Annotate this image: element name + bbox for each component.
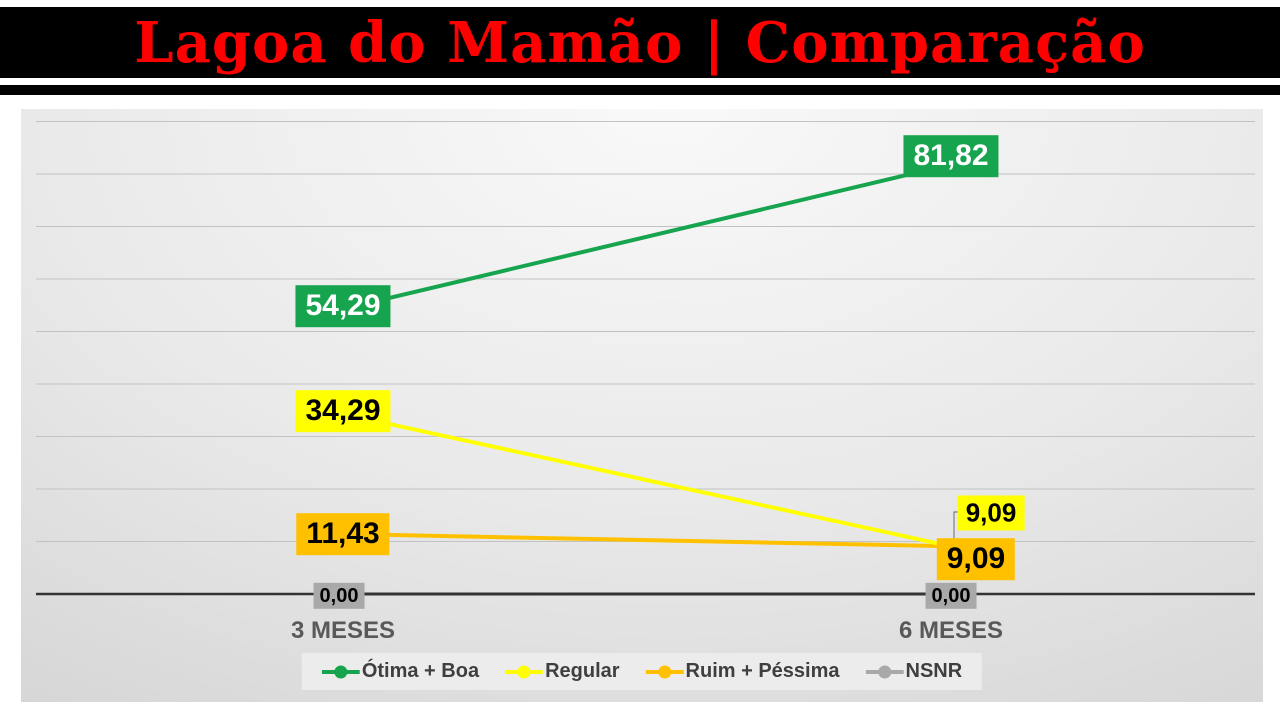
legend-item-label: Ruim + Péssima bbox=[685, 660, 840, 682]
legend-item-label: NSNR bbox=[905, 660, 963, 682]
x-axis-label: 3 MESES bbox=[290, 617, 396, 644]
title-underline-bar bbox=[0, 85, 1280, 95]
label-leader-line bbox=[953, 511, 959, 542]
data-label: 34,29 bbox=[295, 390, 391, 432]
data-label: 0,00 bbox=[313, 582, 365, 610]
series-line-0 bbox=[341, 162, 953, 311]
data-label: 9,09 bbox=[957, 495, 1025, 531]
data-label: 0,00 bbox=[925, 582, 977, 610]
legend-marker-icon bbox=[865, 665, 904, 678]
data-label: 9,09 bbox=[936, 538, 1016, 581]
legend-marker-icon bbox=[321, 665, 360, 678]
legend-item: NSNR bbox=[865, 660, 963, 683]
chart-area: 54,29 81,82 34,29 9,09 11,43 9,09 0,00 0,00 3 ME… bbox=[21, 109, 1263, 702]
series-line-2 bbox=[341, 531, 953, 549]
page-title: Lagoa do Mamão | Comparação bbox=[134, 9, 1146, 76]
legend-marker-icon bbox=[645, 665, 684, 678]
title-bar: Lagoa do Mamão | Comparação bbox=[0, 7, 1280, 78]
plot-svg bbox=[36, 121, 1255, 600]
legend-item: Ruim + Péssima bbox=[645, 660, 840, 683]
data-label: 81,82 bbox=[903, 135, 999, 178]
legend: Ótima + Boa Regular Ruim + Péssima NSNR bbox=[301, 653, 983, 690]
legend-marker-icon bbox=[505, 665, 544, 678]
data-label: 11,43 bbox=[296, 513, 390, 555]
legend-item: Regular bbox=[505, 660, 620, 683]
legend-item-label: Regular bbox=[545, 660, 620, 682]
legend-item-label: Ótima + Boa bbox=[361, 660, 480, 682]
x-axis-label: 6 MESES bbox=[898, 617, 1004, 644]
series-line-1 bbox=[341, 411, 953, 549]
legend-item: Ótima + Boa bbox=[321, 660, 480, 683]
data-label: 54,29 bbox=[295, 285, 391, 327]
